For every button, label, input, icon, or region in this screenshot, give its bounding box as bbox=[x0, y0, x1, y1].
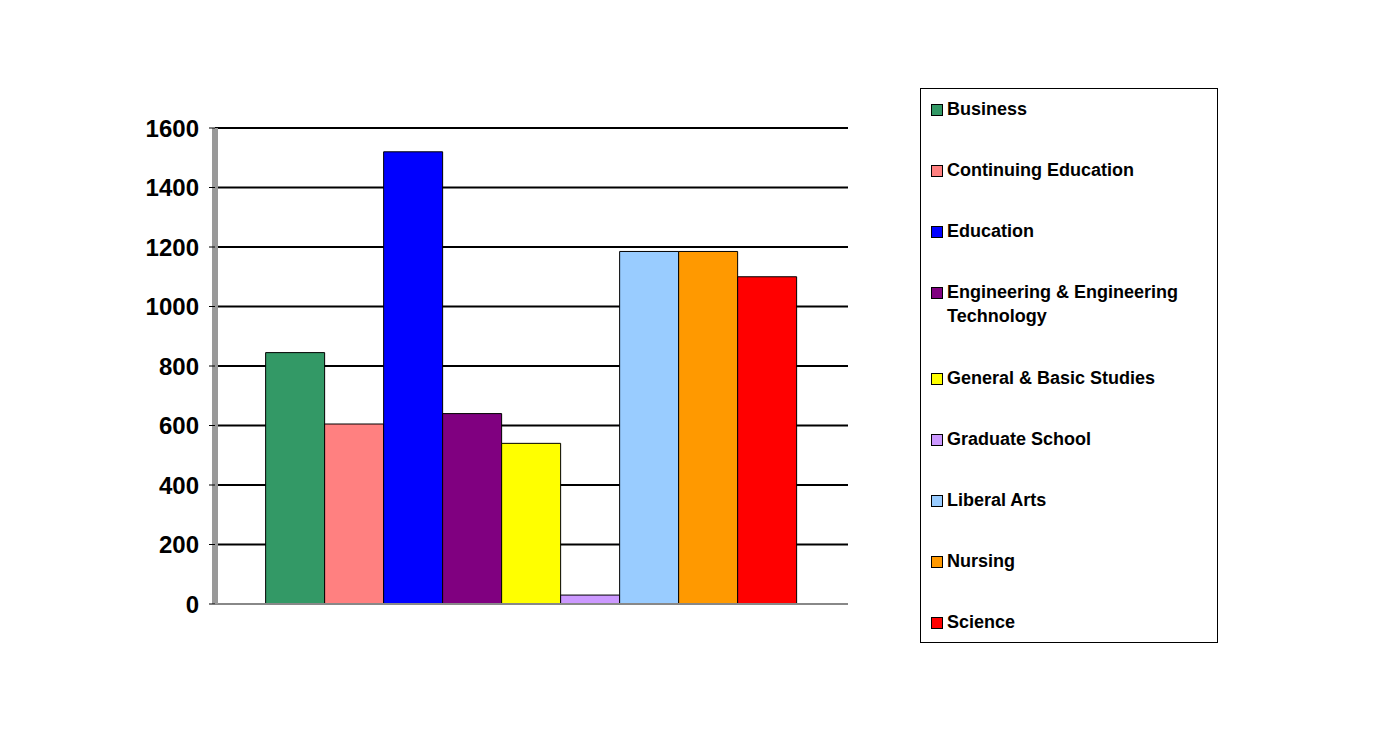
svg-text:1400: 1400 bbox=[146, 174, 199, 201]
html-text:General & Basic Studies: General & Basic Studies bbox=[947, 367, 1156, 388]
svg-text:800: 800 bbox=[159, 353, 199, 380]
html-text:Liberal Arts: Liberal Arts bbox=[947, 489, 1047, 510]
html-text:Engineering & Engineering Tech: Engineering & Engineering Technology bbox=[947, 282, 1178, 327]
html-text:Continuing Education: Continuing Education bbox=[947, 160, 1134, 181]
svg-text:1200: 1200 bbox=[146, 234, 199, 261]
svg-text:600: 600 bbox=[159, 412, 199, 439]
svg-text:200: 200 bbox=[159, 531, 199, 558]
html-text:Education: Education bbox=[947, 221, 1034, 242]
html-text:Graduate School: Graduate School bbox=[947, 428, 1091, 449]
html-text:Science: Science bbox=[947, 612, 1015, 632]
svg-text:1000: 1000 bbox=[146, 293, 199, 320]
svg-text:1600: 1600 bbox=[146, 115, 199, 142]
html-text:Business: Business bbox=[947, 99, 1027, 119]
svg-text:400: 400 bbox=[159, 472, 199, 499]
html-text:Nursing: Nursing bbox=[947, 550, 1015, 571]
svg-text:0: 0 bbox=[186, 591, 199, 618]
